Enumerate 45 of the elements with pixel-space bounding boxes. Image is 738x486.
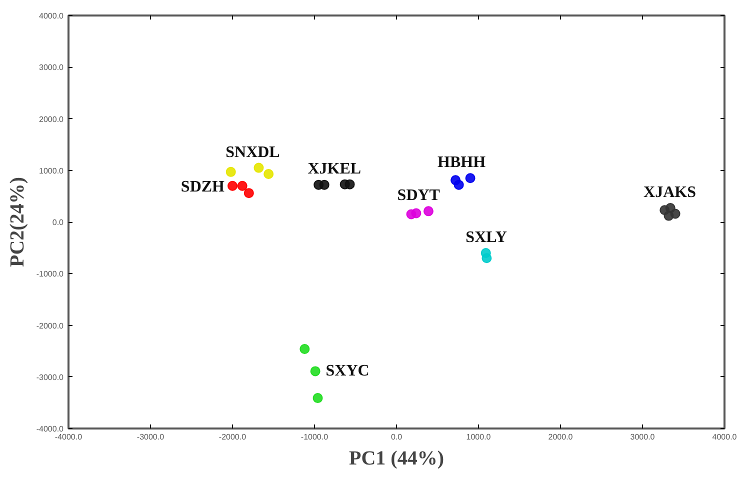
x-tick-label: 4000.0: [712, 432, 738, 442]
point: [254, 162, 264, 173]
y-tick-label: 2000.0: [39, 114, 64, 124]
x-axis-title: PC1 (44%): [349, 448, 444, 470]
point: [482, 253, 492, 264]
point: [411, 208, 422, 218]
point: [310, 366, 320, 376]
y-tick-label: -4000.0: [36, 424, 64, 434]
y-tick-label: 3000.0: [39, 63, 64, 72]
y-tick-label: 0.0: [52, 218, 64, 227]
point: [312, 393, 323, 404]
y-tick-label: -3000.0: [36, 372, 64, 382]
series-label: XJAKS: [644, 184, 696, 202]
series-label: SNXDL: [226, 144, 280, 161]
x-tick-label: -4000.0: [54, 432, 83, 442]
point: [228, 180, 238, 191]
point: [300, 344, 310, 354]
point: [244, 188, 254, 198]
y-tick-label: -1000.0: [36, 270, 64, 279]
y-axis-title: PC2(24%): [6, 177, 28, 267]
point: [423, 206, 434, 216]
point: [319, 180, 330, 190]
point: [237, 180, 248, 191]
x-tick-label: -3000.0: [136, 432, 165, 442]
point: [465, 173, 476, 184]
series-label: SXYC: [326, 362, 370, 380]
series-label: SDZH: [180, 178, 226, 196]
x-tick-label: 1000.0: [466, 432, 492, 442]
y-tick-label: 4000.0: [39, 12, 64, 20]
y-tick-label: -2000.0: [36, 321, 64, 330]
series-label: HBHH: [438, 154, 486, 172]
x-tick-label: 0.0: [390, 432, 403, 442]
point: [344, 179, 355, 190]
point: [454, 180, 464, 190]
x-tick-label: 3000.0: [630, 432, 656, 442]
y-tick-label: 1000.0: [39, 166, 64, 176]
x-tick-label: -2000.0: [218, 432, 247, 442]
point: [670, 208, 680, 219]
series-label: XJKEL: [308, 160, 362, 178]
x-tick-label: 2000.0: [548, 432, 574, 442]
series-label: SDYT: [397, 187, 440, 204]
x-tick-label: -1000.0: [300, 432, 329, 442]
point: [226, 166, 236, 177]
series-label: SXLY: [466, 228, 508, 246]
point: [264, 169, 274, 179]
